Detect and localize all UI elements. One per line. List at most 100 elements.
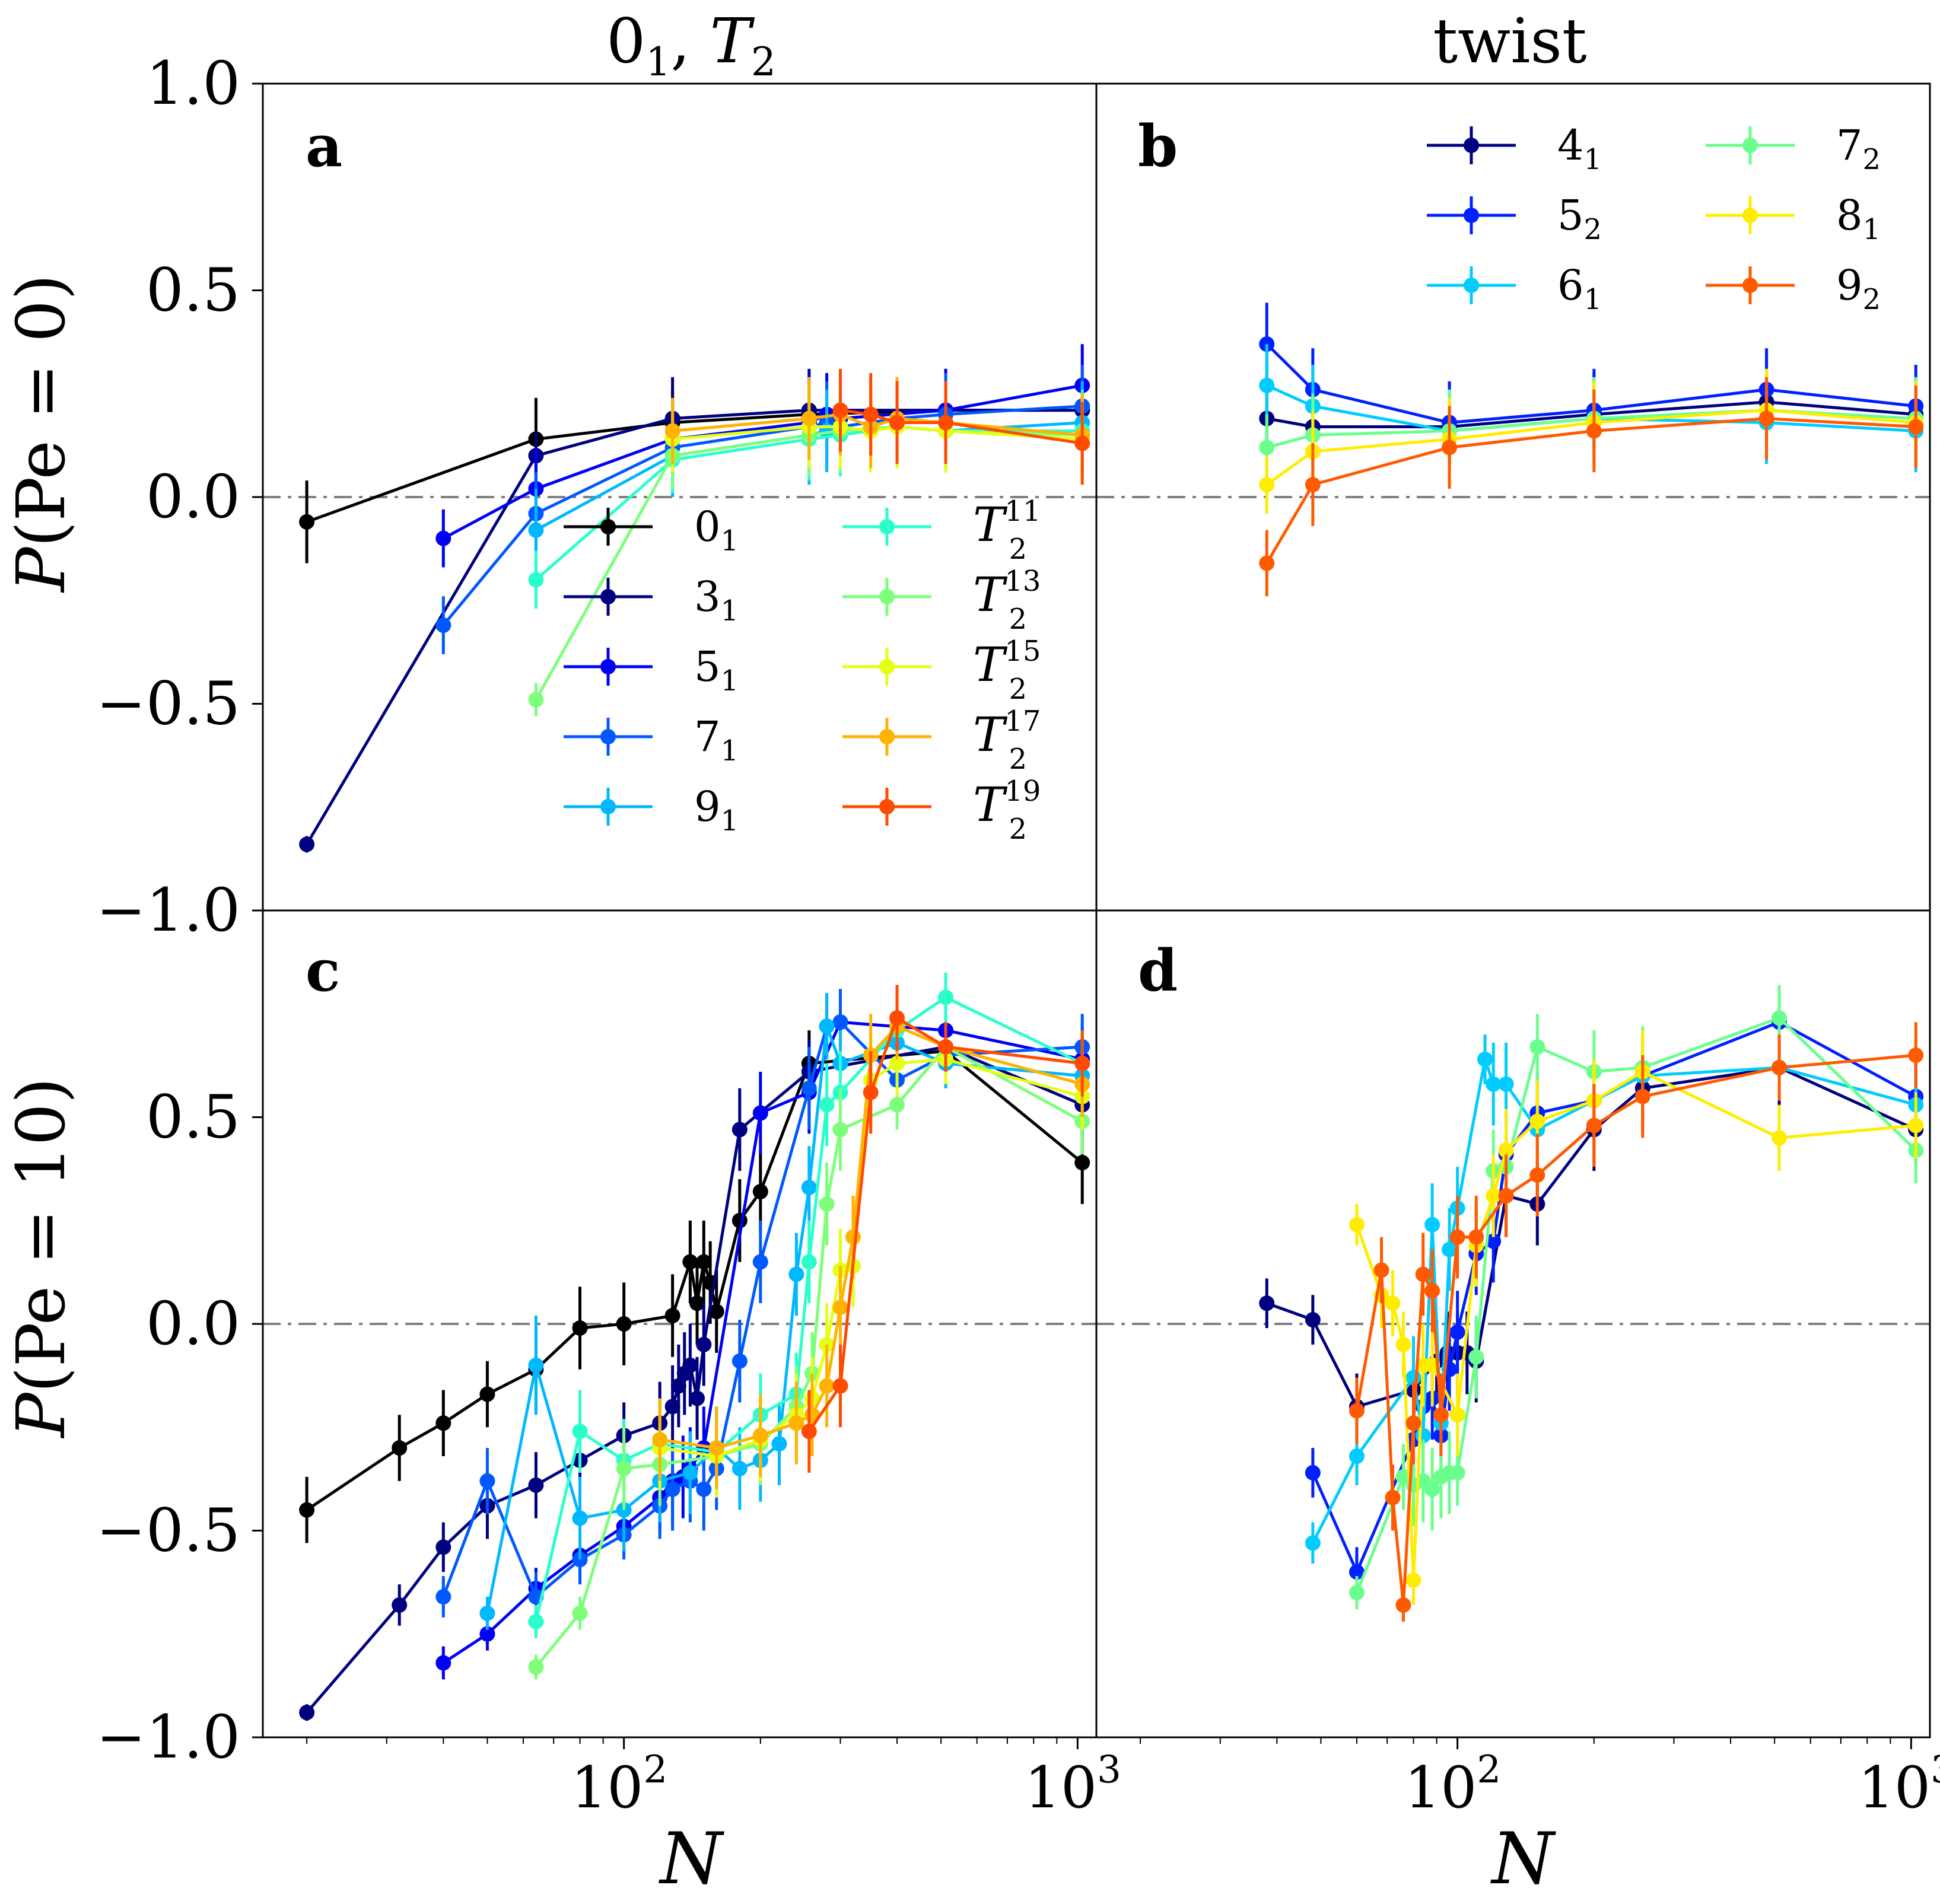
data-point xyxy=(863,406,879,422)
data-point xyxy=(889,1097,905,1113)
y-tick-label-top: −1.0 xyxy=(96,875,240,945)
data-point xyxy=(863,1084,879,1100)
data-point xyxy=(752,1254,768,1270)
data-point xyxy=(528,1357,544,1373)
data-point xyxy=(1498,1076,1514,1092)
data-point xyxy=(696,1254,712,1270)
panel-a xyxy=(263,344,1096,853)
data-point xyxy=(1405,1572,1421,1588)
data-point xyxy=(1529,1167,1545,1183)
data-point xyxy=(572,1605,588,1621)
data-point xyxy=(1349,1403,1365,1419)
data-point xyxy=(682,1464,698,1480)
axes-ticks: 1.0 0.5 0.0 −0.5 −1.0 0.5 0.0 −0.5 −1.0 102 103 102… xyxy=(96,49,1940,1821)
data-point xyxy=(832,1014,848,1030)
y-tick-label-bottom: −0.5 xyxy=(96,1496,240,1565)
data-point xyxy=(1405,1415,1421,1431)
data-point xyxy=(299,1502,315,1518)
y-tick-label-top: −0.5 xyxy=(96,669,240,738)
data-point xyxy=(801,1254,817,1270)
data-point xyxy=(1349,1448,1365,1464)
data-point xyxy=(696,1481,712,1497)
legend-right: 41 52 61 72 81 92 xyxy=(1427,121,1881,316)
legend-marker xyxy=(600,659,616,674)
data-point xyxy=(435,1539,451,1555)
data-point xyxy=(616,1316,632,1332)
data-point xyxy=(696,1336,712,1352)
data-point xyxy=(664,1308,680,1324)
x-tick-label: 103 xyxy=(1025,1748,1121,1821)
data-point xyxy=(392,1440,408,1456)
legend-label: 81 xyxy=(1836,191,1881,246)
panel-label-d: d xyxy=(1138,937,1178,1004)
data-point xyxy=(652,1432,668,1448)
xlabel-left: N xyxy=(659,1818,725,1900)
data-point xyxy=(528,1477,544,1493)
panel-label-b: b xyxy=(1138,113,1178,180)
data-point xyxy=(682,1357,698,1373)
data-point xyxy=(1486,1233,1502,1249)
data-point xyxy=(1385,1295,1401,1311)
data-point xyxy=(435,1655,451,1671)
y-tick-label-bottom: 0.0 xyxy=(146,1289,240,1358)
data-point xyxy=(528,1659,544,1675)
legend-marker xyxy=(879,799,895,814)
series-T19 xyxy=(801,985,1090,1473)
data-point xyxy=(528,692,544,708)
data-point xyxy=(1349,1564,1365,1580)
data-point xyxy=(479,1473,495,1489)
data-point xyxy=(572,1424,588,1440)
series-line-8_1 xyxy=(1355,1069,1916,1581)
data-point xyxy=(819,1378,835,1394)
x-tick-label: 102 xyxy=(571,1748,667,1821)
y-tick-label-top: 1.0 xyxy=(146,49,240,118)
legend-label: T17 2 xyxy=(973,705,1041,776)
legend-item-T11: T11 2 xyxy=(842,495,1041,566)
data-point xyxy=(1634,1088,1650,1104)
data-point xyxy=(788,1415,804,1431)
data-point xyxy=(732,1353,748,1369)
data-point xyxy=(832,402,848,418)
data-point xyxy=(1477,1051,1493,1067)
data-point xyxy=(682,1254,698,1270)
series-line-T19 xyxy=(807,1015,1083,1432)
y-tick-label-top: 0.5 xyxy=(146,256,240,325)
data-point xyxy=(1449,1229,1465,1245)
data-point xyxy=(752,1183,768,1199)
legend-item-7_2: 72 xyxy=(1706,121,1881,176)
series-line-8_1 xyxy=(1265,409,1916,486)
data-point xyxy=(664,1399,680,1415)
series-9_2 xyxy=(1259,377,1924,597)
legend-item-6_1: 61 xyxy=(1427,261,1602,316)
legend-item-9_2: 92 xyxy=(1706,261,1881,316)
data-point xyxy=(938,415,954,431)
legend-label: T19 2 xyxy=(973,775,1041,846)
data-point xyxy=(832,1378,848,1394)
data-point xyxy=(1259,555,1275,571)
data-point xyxy=(1074,435,1090,451)
legend-label: T13 2 xyxy=(973,565,1041,636)
data-point xyxy=(1349,1217,1365,1233)
series-line-6_1 xyxy=(1311,1053,1916,1544)
legend-marker xyxy=(879,589,895,604)
legend-marker xyxy=(600,589,616,604)
y-tick-label-bottom: −1.0 xyxy=(96,1702,240,1772)
legend-item-5_2: 52 xyxy=(1427,191,1602,246)
data-point xyxy=(1395,1336,1411,1352)
x-tick-label: 103 xyxy=(1858,1748,1940,1821)
data-point xyxy=(1529,1039,1545,1055)
data-point xyxy=(299,1705,315,1721)
legend-label: 72 xyxy=(1836,121,1881,176)
ylabel-bottom: P(Pe = 10) xyxy=(3,1078,80,1439)
data-point xyxy=(1259,377,1275,393)
data-point xyxy=(788,1266,804,1282)
data-point xyxy=(1486,1076,1502,1092)
legend-item-T13: T13 2 xyxy=(842,565,1041,636)
data-point xyxy=(1449,1324,1465,1340)
data-point xyxy=(752,1428,768,1444)
data-point xyxy=(689,1390,705,1406)
data-point xyxy=(528,522,544,538)
legend-marker xyxy=(879,659,895,674)
data-point xyxy=(1385,1489,1401,1505)
data-point xyxy=(1498,1142,1514,1158)
